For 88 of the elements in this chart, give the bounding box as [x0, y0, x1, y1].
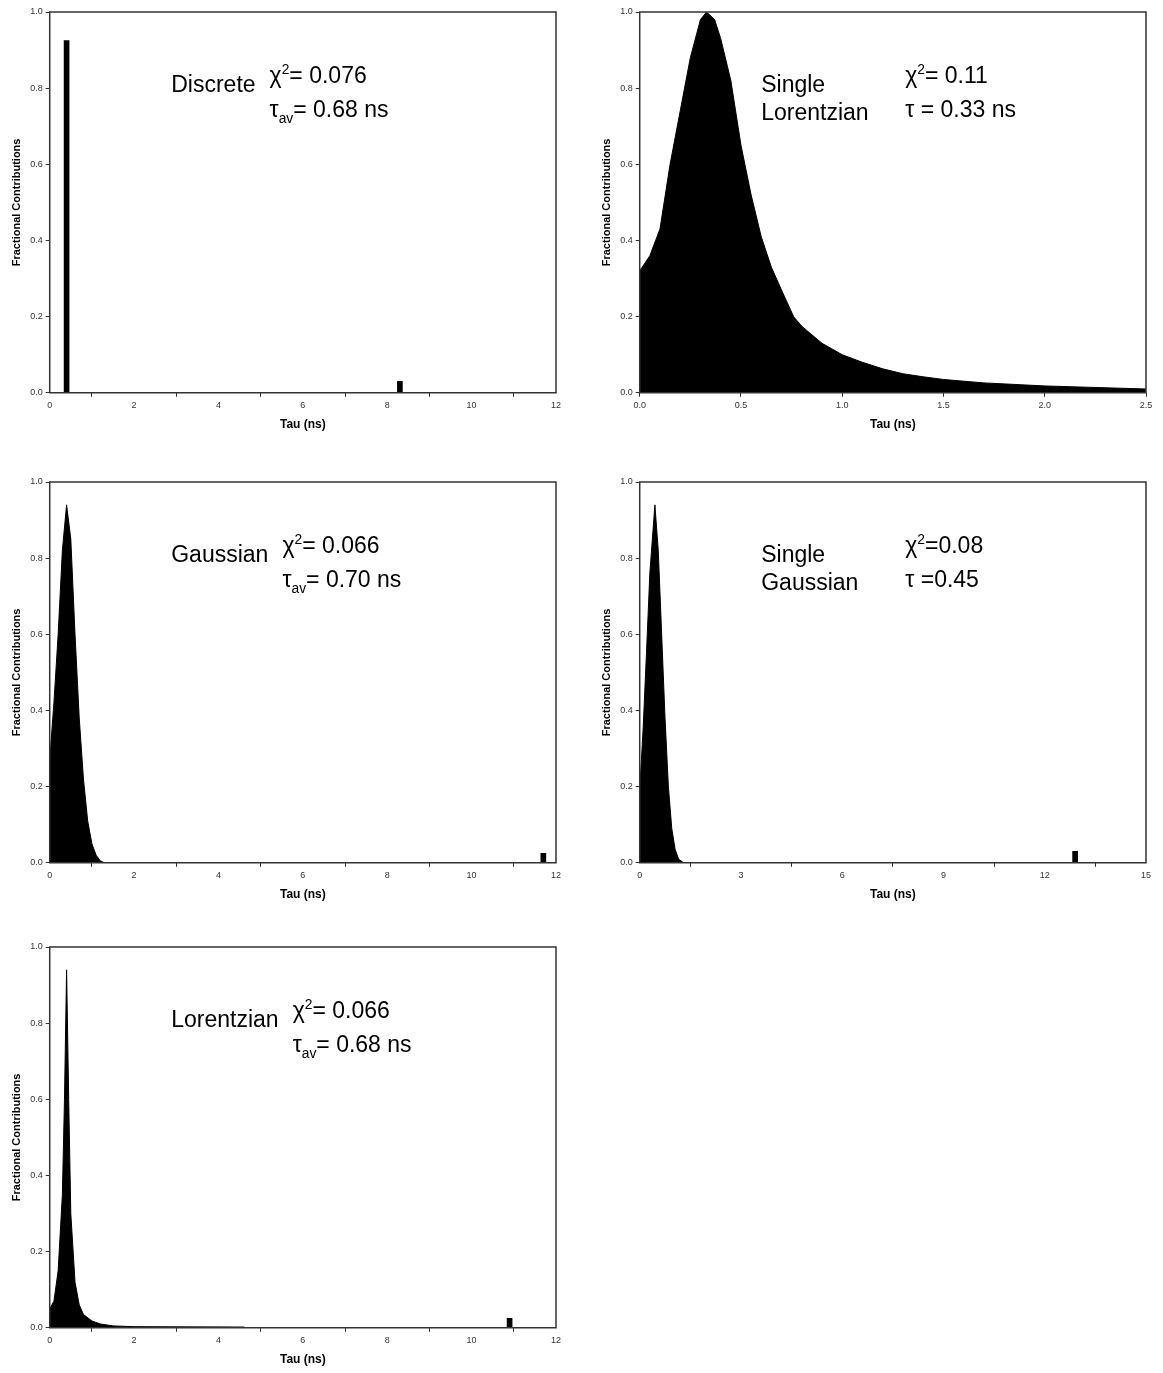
y-tick-label: 0.4 [620, 704, 633, 715]
annotation: Single Gaussian [761, 539, 860, 598]
x-tick-label: 0 [47, 869, 53, 880]
y-axis-title: Fractional Contributions [9, 138, 22, 267]
x-axis-title: Tau (ns) [869, 417, 916, 432]
y-axis-title: Fractional Contributions [9, 1073, 22, 1202]
x-tick-label: 0.0 [633, 399, 646, 410]
y-axis-title: Fractional Contributions [599, 608, 612, 737]
y-tick-label: 0.2 [620, 781, 633, 792]
annotation: Discrete [171, 69, 256, 99]
y-tick-label: 1.0 [30, 6, 43, 17]
x-tick-label: 2 [131, 1334, 137, 1345]
x-tick-label: 10 [466, 869, 477, 880]
x-tick-label: 2 [131, 399, 137, 410]
y-tick-label: 0.8 [30, 1017, 43, 1028]
x-tick-label: 8 [384, 399, 390, 410]
y-tick-label: 0.4 [30, 234, 43, 245]
annotation: Single Lorentzian [761, 69, 870, 128]
annotation: τ$_{av}$= 0.68 ns [292, 1030, 412, 1063]
x-tick-label: 2 [131, 869, 137, 880]
x-tick-label: 10 [466, 1334, 477, 1345]
y-tick-label: 0.2 [30, 781, 43, 792]
annotation: χ$^{2}$= 0.066 [292, 995, 391, 1025]
x-tick-label: 4 [215, 869, 221, 880]
annotation: Gaussian [171, 539, 269, 569]
y-tick-label: 0.4 [30, 704, 43, 715]
y-tick-label: 0.2 [30, 311, 43, 322]
y-tick-label: 0.8 [30, 552, 43, 563]
x-tick-label: 0 [47, 399, 53, 410]
x-tick-label: 6 [300, 399, 306, 410]
x-tick-label: 4 [215, 399, 221, 410]
x-tick-label: 6 [300, 1334, 306, 1345]
y-tick-label: 0.8 [620, 552, 633, 563]
annotation: χ$^{2}$= 0.066 [282, 530, 381, 560]
y-axis-title: Fractional Contributions [9, 608, 22, 737]
y-tick-label: 0.2 [30, 1246, 43, 1257]
x-tick-label: 2.5 [1139, 399, 1153, 410]
y-tick-label: 0.6 [620, 628, 633, 639]
y-tick-label: 0.0 [30, 1322, 43, 1333]
x-tick-label: 3 [738, 869, 744, 880]
x-tick-label: 12 [550, 869, 562, 880]
x-axis-title: Tau (ns) [279, 417, 326, 432]
y-tick-label: 0.8 [30, 82, 43, 93]
x-tick-label: 6 [839, 869, 845, 880]
y-tick-label: 0.4 [30, 1169, 43, 1180]
x-tick-label: 0 [47, 1334, 53, 1345]
annotation: τ = 0.33 ns [905, 95, 1016, 125]
annotation: τ =0.45 [905, 565, 980, 595]
x-axis-title: Tau (ns) [279, 1352, 326, 1367]
y-tick-label: 1.0 [620, 6, 633, 17]
x-tick-label: 0.5 [734, 399, 748, 410]
x-tick-label: 2.0 [1038, 399, 1051, 410]
y-tick-label: 0.0 [620, 387, 633, 398]
y-tick-label: 1.0 [620, 476, 633, 487]
x-tick-label: 15 [1140, 869, 1152, 880]
y-tick-label: 0.0 [30, 857, 43, 868]
y-tick-label: 0.6 [30, 1093, 43, 1104]
y-tick-label: 0.0 [620, 857, 633, 868]
annotation: χ$^{2}$= 0.11 [905, 60, 989, 90]
y-tick-label: 0.2 [620, 311, 633, 322]
y-tick-label: 0.6 [620, 158, 633, 169]
annotation: τ$_{av}$= 0.70 ns [282, 565, 402, 598]
annotation: Lorentzian [171, 1004, 279, 1034]
x-tick-label: 4 [215, 1334, 221, 1345]
y-axis-title: Fractional Contributions [599, 138, 612, 267]
x-tick-label: 12 [550, 1334, 562, 1345]
x-tick-label: 0 [637, 869, 643, 880]
x-axis-title: Tau (ns) [869, 887, 916, 902]
x-tick-label: 12 [1039, 869, 1050, 880]
y-tick-label: 0.8 [620, 82, 633, 93]
y-tick-label: 0.6 [30, 158, 43, 169]
x-tick-label: 8 [384, 869, 390, 880]
x-tick-label: 6 [300, 869, 306, 880]
annotation: τ$_{av}$= 0.68 ns [269, 95, 389, 128]
x-tick-label: 12 [550, 399, 562, 410]
x-tick-label: 1.0 [835, 399, 849, 410]
x-tick-label: 9 [940, 869, 946, 880]
y-tick-label: 0.4 [620, 234, 633, 245]
annotation: χ$^{2}$= 0.076 [269, 60, 368, 90]
y-tick-label: 1.0 [30, 476, 43, 487]
x-tick-label: 1.5 [937, 399, 950, 410]
y-tick-label: 0.6 [30, 628, 43, 639]
y-tick-label: 0.0 [30, 387, 43, 398]
annotation: χ$^{2}$=0.08 [905, 530, 984, 560]
x-axis-title: Tau (ns) [279, 887, 326, 902]
x-tick-label: 10 [466, 399, 477, 410]
y-tick-label: 1.0 [30, 941, 43, 952]
x-tick-label: 8 [384, 1334, 390, 1345]
